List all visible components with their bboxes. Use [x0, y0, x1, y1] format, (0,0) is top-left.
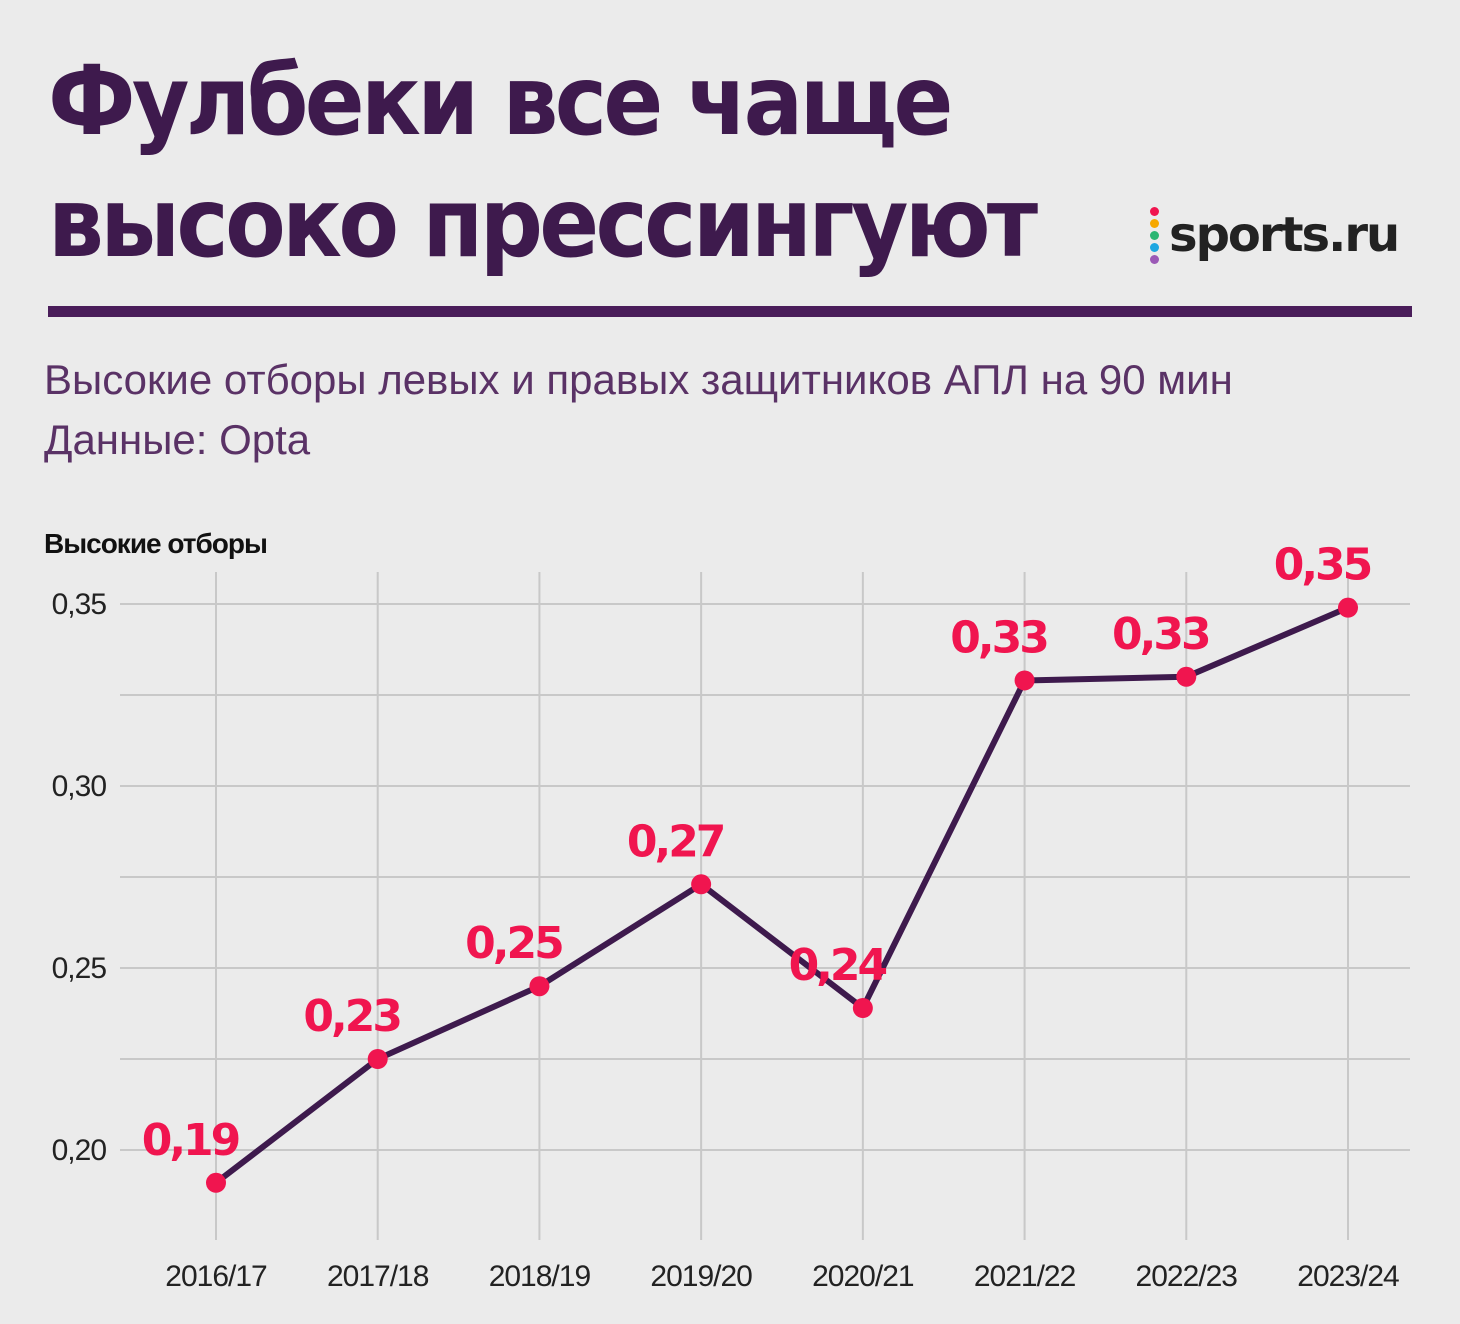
x-tick-label: 2018/19 [489, 1260, 591, 1293]
logo-dots-icon [1150, 206, 1159, 264]
data-label: 0,33 [950, 612, 1047, 663]
x-tick-label: 2016/17 [165, 1260, 267, 1293]
logo-dot [1150, 230, 1159, 240]
data-label: 0,27 [627, 816, 724, 867]
y-tick-label: 0,35 [52, 588, 107, 621]
data-point [1014, 670, 1035, 691]
data-point [529, 976, 550, 997]
data-label: 0,24 [789, 940, 887, 991]
data-label: 0,33 [1112, 609, 1209, 660]
data-labels: 0,19 0,23 0,25 0,27 0,24 0,33 0,33 0,35 [142, 540, 1374, 1166]
subtitle-line-1: Высокие отборы левых и правых защитников… [44, 356, 1233, 403]
x-tick-label: 2022/23 [1136, 1260, 1238, 1293]
x-tick-label: 2021/22 [974, 1260, 1076, 1293]
x-tick-label: 2017/18 [327, 1260, 429, 1293]
sports-ru-logo: sports.ru [1150, 200, 1400, 270]
logo-text: sports.ru [1169, 207, 1400, 263]
title-line-2: высоко прессингуют [48, 167, 1038, 279]
data-point [852, 998, 873, 1019]
title-divider [48, 306, 1412, 317]
data-point [367, 1049, 388, 1069]
data-label: 0,19 [142, 1115, 239, 1166]
data-point [206, 1172, 226, 1193]
y-tick-label: 0,25 [52, 952, 107, 985]
data-label: 0,23 [303, 991, 400, 1042]
logo-dot [1150, 254, 1159, 264]
logo-dot [1150, 218, 1159, 228]
x-tick-label: 2020/21 [812, 1260, 914, 1293]
series-polyline [214, 604, 1350, 1186]
subtitle-line-2: Данные: Opta [44, 416, 311, 463]
chart-title: Фулбеки все чаще высоко прессингуют [48, 40, 1038, 284]
axis-labels: 0,20 0,25 0,30 0,35 2016/17 2017/18 2018/19 201… [52, 588, 1400, 1293]
data-label: 0,35 [1274, 540, 1371, 591]
data-point [1176, 666, 1197, 687]
data-label: 0,25 [465, 918, 562, 969]
data-point [1338, 597, 1358, 618]
logo-dot [1150, 206, 1159, 216]
y-axis-title: Высокие отборы [44, 528, 268, 559]
x-tick-label: 2023/24 [1297, 1260, 1399, 1293]
chart-subtitle: Высокие отборы левых и правых защитников… [44, 350, 1233, 470]
grid [120, 572, 1410, 1240]
logo-dot [1150, 242, 1159, 252]
data-point [691, 874, 712, 895]
data-points [206, 597, 1358, 1193]
x-tick-label: 2019/20 [650, 1260, 752, 1293]
y-tick-label: 0,20 [52, 1134, 107, 1167]
series-line [214, 604, 1350, 1186]
title-line-1: Фулбеки все чаще [48, 45, 953, 157]
y-tick-label: 0,30 [52, 770, 107, 803]
